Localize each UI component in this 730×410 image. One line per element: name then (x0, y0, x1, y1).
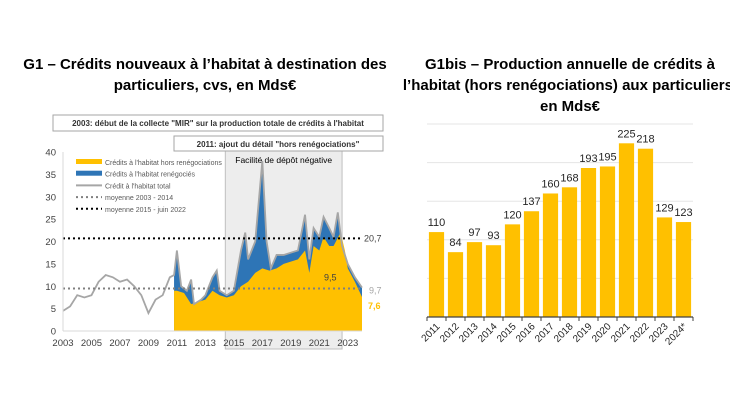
x-tick-label: 2020 (590, 321, 614, 345)
x-tick-label: 2022 (628, 321, 652, 345)
bar (542, 193, 559, 317)
series-total-line (62, 160, 363, 316)
x-tick-label: 2018 (552, 321, 576, 345)
bar (580, 168, 597, 317)
label-new-loans-last: 7,6 (368, 301, 381, 311)
bar-value-label: 195 (598, 151, 616, 163)
bar (485, 245, 502, 317)
bar-value-label: 129 (655, 202, 673, 214)
label-total-last: 9,7 (369, 286, 382, 296)
bar-value-label: 123 (674, 207, 692, 219)
left-title-line-1: G1 – Crédits nouveaux à l’habitat à dest… (23, 56, 387, 73)
x-tick-label: 2024* (663, 321, 689, 347)
y-tick-label: 0 (51, 327, 56, 338)
x-tick-label: 2017 (252, 338, 273, 349)
y-tick-label: 40 (45, 148, 56, 159)
right-title-line-3: en Mds€ (539, 98, 600, 115)
x-tick-label: 2021 (309, 338, 330, 349)
bar (561, 187, 578, 317)
bar (466, 242, 483, 317)
x-tick-label: 2015 (495, 321, 519, 345)
bar (428, 232, 445, 317)
bar (618, 143, 635, 317)
bar-value-label: 168 (560, 172, 578, 184)
legend-label: moyenne 2003 - 2014 (105, 195, 173, 202)
bar (675, 222, 692, 317)
bar-value-label: 110 (428, 217, 446, 229)
y-tick-label: 35 (45, 170, 56, 181)
x-tick-label: 2017 (533, 321, 557, 345)
label-avg-2015-2022: 20,7 (364, 233, 382, 243)
bar-value-label: 84 (449, 237, 461, 249)
x-tick-label: 2013 (457, 321, 481, 345)
bar (656, 217, 673, 317)
legend-label: moyenne 2015 - juin 2022 (105, 207, 186, 214)
y-tick-label: 15 (45, 259, 56, 270)
x-tick-label: 2005 (81, 338, 102, 349)
x-tick-label: 2007 (109, 338, 130, 349)
y-tick-label: 20 (45, 237, 56, 248)
x-tick-label: 2013 (195, 338, 216, 349)
x-tick-label: 2012 (438, 321, 462, 345)
annotation-text-2003: 2003: début de la collecte "MIR" sur la … (72, 119, 364, 128)
left-chart-title: G1 – Crédits nouveaux à l’habitat à dest… (20, 54, 390, 96)
legend-label: Crédits à l'habitat hors renégociations (105, 160, 222, 167)
bar-value-label: 160 (541, 178, 559, 190)
annotation-text-2011: 2011: ajout du détail "hors renégociatio… (197, 140, 360, 149)
x-tick-label: 2014 (476, 321, 500, 345)
left-title-line-2: particuliers, cvs, en Mds€ (113, 77, 297, 94)
bar-value-label: 93 (487, 230, 499, 242)
x-tick-label: 2023 (337, 338, 358, 349)
bar-value-label: 137 (522, 196, 540, 208)
x-tick-label: 2009 (138, 338, 159, 349)
y-tick-label: 30 (45, 192, 56, 203)
legend-swatch (76, 170, 102, 176)
right-title-line-2: l’habitat (hors renégociations) aux part… (402, 77, 730, 94)
y-tick-label: 10 (45, 282, 56, 293)
bar-value-label: 225 (617, 128, 635, 140)
label-avg-2003-2014: 9,5 (324, 272, 337, 282)
x-tick-label: 2011 (167, 338, 187, 349)
bar (637, 148, 654, 317)
x-tick-label: 2019 (280, 338, 301, 349)
bar (523, 211, 540, 317)
right-chart-title: G1bis – Production annuelle de crédits à… (400, 54, 730, 117)
x-tick-label: 2003 (52, 338, 73, 349)
legend-swatch (76, 159, 102, 164)
shaded-region-label: Facilité de dépôt négative (235, 155, 332, 165)
annotation-box-2011 (173, 135, 384, 152)
y-tick-label: 25 (45, 215, 56, 226)
x-tick-label: 2021 (609, 321, 633, 345)
y-tick-label: 5 (51, 304, 56, 315)
legend-label: Crédits à l'habitat renégociés (105, 172, 196, 179)
bar (447, 252, 464, 317)
x-tick-label: 2019 (571, 321, 595, 345)
series-new-loans-area (174, 232, 362, 331)
right-title-line-1: G1bis – Production annuelle de crédits à (424, 56, 716, 73)
bar (599, 166, 616, 317)
x-tick-label: 2011 (420, 321, 443, 344)
bar-value-label: 193 (579, 153, 597, 165)
bar (504, 224, 521, 317)
bar-value-label: 218 (636, 134, 654, 146)
x-tick-label: 2016 (514, 321, 538, 345)
legend-label: Crédit à l'habitat total (105, 183, 171, 190)
x-tick-label: 2015 (223, 338, 244, 349)
bar-value-label: 120 (503, 209, 521, 221)
bar-value-label: 97 (468, 227, 480, 239)
annotation-box-2003 (52, 114, 384, 132)
